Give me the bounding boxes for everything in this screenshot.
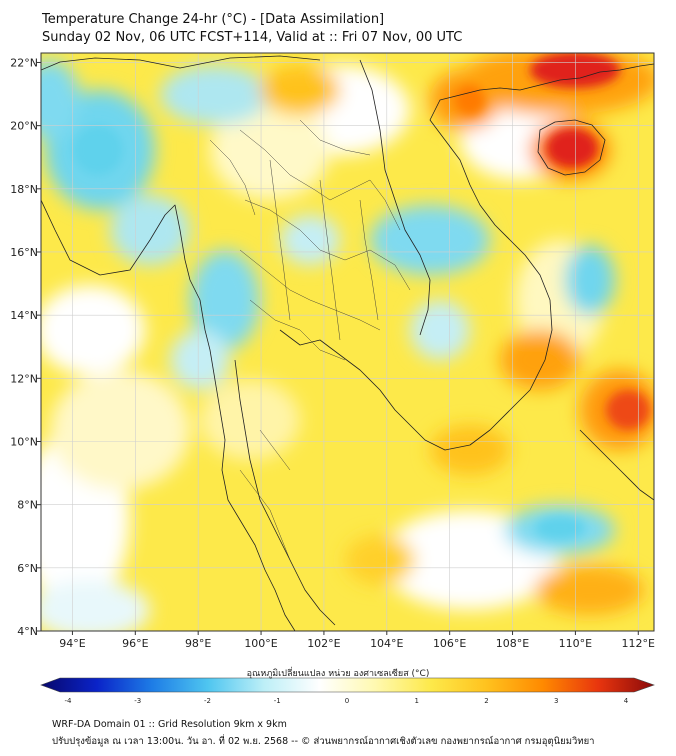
lon-tick-label: 96°E — [122, 637, 148, 650]
footer-model-info: WRF-DA Domain 01 :: Grid Resolution 9km … — [52, 719, 287, 730]
colorbar-title: อุณหภูมิเปลี่ยนแปลง หน่วย องศาเซลเซียส (… — [246, 669, 430, 679]
lon-tick-label: 110°E — [559, 637, 592, 650]
colorbar-tick-label: 3 — [554, 697, 558, 705]
lat-tick-label: 20°N — [10, 120, 38, 133]
lat-tick-label: 22°N — [10, 56, 38, 69]
latitude-axis: 22°N 20°N 18°N 16°N 14°N 12°N 10°N 8°N 6°N 4°N — [10, 56, 41, 638]
lon-tick-label: 108°E — [496, 637, 529, 650]
coastlines — [41, 55, 654, 631]
lat-tick-label: 6°N — [17, 562, 38, 575]
colorbar-tick-label: -3 — [134, 697, 141, 705]
colorbar: -4 -3 -2 -1 0 1 2 3 4 — [40, 677, 655, 705]
field-blobs-core — [73, 53, 650, 540]
footer-credit: ปรับปรุงข้อมูล ณ เวลา 13:00น. วัน อา. ที… — [52, 736, 595, 747]
colorbar-tick-label: -1 — [274, 697, 281, 705]
lat-tick-label: 18°N — [10, 183, 38, 196]
colorbar-tick-label: 0 — [345, 697, 349, 705]
colorbar-tick-label: -4 — [65, 697, 73, 705]
lat-tick-label: 8°N — [17, 499, 38, 512]
graticule — [41, 53, 654, 631]
longitude-axis: 94°E 96°E 98°E 100°E 102°E 104°E 106°E 108°E 110… — [59, 631, 655, 650]
colorbar-tick-label: 1 — [415, 697, 419, 705]
colorbar-tick-label: -2 — [204, 697, 211, 705]
lon-tick-label: 104°E — [370, 637, 403, 650]
map-frame — [40, 52, 655, 632]
lon-tick-label: 94°E — [59, 637, 85, 650]
lat-tick-label: 4°N — [17, 625, 38, 638]
lat-tick-label: 12°N — [10, 372, 38, 385]
colorbar-ticks: -4 -3 -2 -1 0 1 2 3 4 — [65, 697, 629, 705]
lon-tick-label: 98°E — [185, 637, 211, 650]
colorbar-tick-label: 4 — [624, 697, 629, 705]
lon-tick-label: 100°E — [244, 637, 277, 650]
lat-tick-label: 16°N — [10, 246, 38, 259]
temperature-field — [41, 53, 654, 631]
lon-tick-label: 102°E — [307, 637, 340, 650]
colorbar-tick-label: 2 — [484, 697, 488, 705]
lat-tick-label: 10°N — [10, 435, 38, 448]
chart-subtitle: Sunday 02 Nov, 06 UTC FCST+114, Valid at… — [42, 30, 463, 45]
province-borders — [209, 119, 411, 561]
lon-tick-label: 106°E — [433, 637, 466, 650]
lon-tick-label: 112°E — [622, 637, 655, 650]
lat-tick-label: 14°N — [10, 309, 38, 322]
chart-title: Temperature Change 24-hr (°C) - [Data As… — [42, 12, 385, 27]
